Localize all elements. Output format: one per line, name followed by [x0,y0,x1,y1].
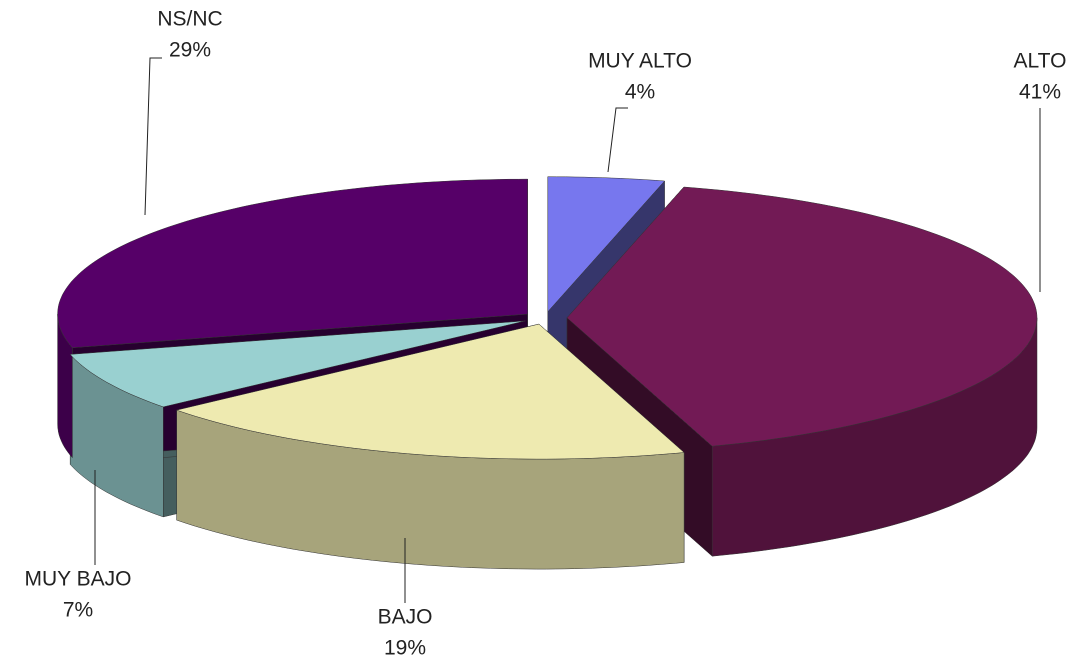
leader-line [144,57,162,216]
slice-label: ALTO [1014,50,1067,73]
value-label: 7% [63,599,93,622]
value-label: 4% [625,81,655,104]
slice [566,186,1038,447]
slice [175,323,685,460]
leader-line [607,107,628,173]
value-label: 41% [1019,81,1061,104]
slice-label: MUY ALTO [588,50,692,73]
slice-tops [57,176,1038,460]
slice [547,176,666,313]
slice-label: NS/NC [157,8,222,31]
slice-label: BAJO [378,606,433,629]
value-label: 29% [169,39,211,62]
slice-label: MUY BAJO [25,568,132,591]
value-label: 19% [384,637,426,660]
slice [69,320,526,408]
slice [57,178,528,348]
